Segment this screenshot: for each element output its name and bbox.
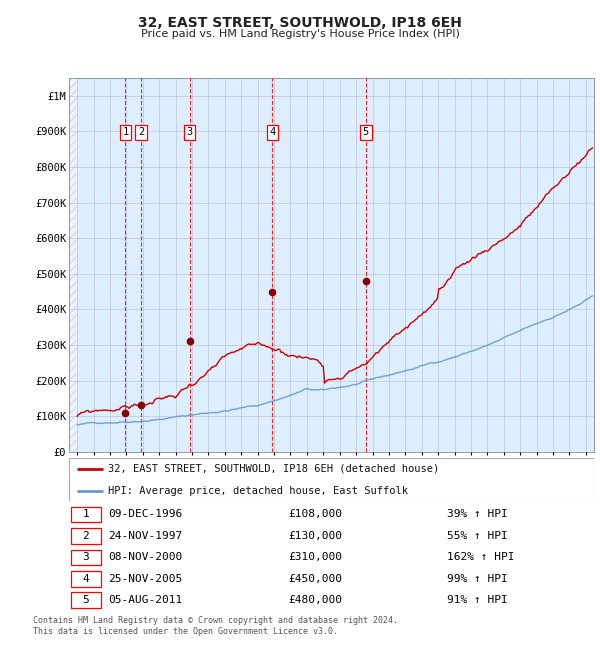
Text: 32, EAST STREET, SOUTHWOLD, IP18 6EH (detached house): 32, EAST STREET, SOUTHWOLD, IP18 6EH (de…	[109, 464, 440, 474]
Text: £108,000: £108,000	[289, 510, 343, 519]
Text: £450,000: £450,000	[289, 574, 343, 584]
FancyBboxPatch shape	[71, 506, 101, 523]
Text: 91% ↑ HPI: 91% ↑ HPI	[447, 595, 508, 605]
Text: 1: 1	[122, 127, 128, 137]
Text: Price paid vs. HM Land Registry's House Price Index (HPI): Price paid vs. HM Land Registry's House …	[140, 29, 460, 39]
Text: HPI: Average price, detached house, East Suffolk: HPI: Average price, detached house, East…	[109, 486, 409, 496]
Text: £480,000: £480,000	[289, 595, 343, 605]
Text: 32, EAST STREET, SOUTHWOLD, IP18 6EH: 32, EAST STREET, SOUTHWOLD, IP18 6EH	[138, 16, 462, 31]
Text: 05-AUG-2011: 05-AUG-2011	[109, 595, 182, 605]
Text: 24-NOV-1997: 24-NOV-1997	[109, 531, 182, 541]
FancyBboxPatch shape	[69, 458, 594, 501]
FancyBboxPatch shape	[71, 592, 101, 608]
Text: 4: 4	[269, 127, 275, 137]
FancyBboxPatch shape	[71, 528, 101, 544]
Text: 25-NOV-2005: 25-NOV-2005	[109, 574, 182, 584]
Text: 55% ↑ HPI: 55% ↑ HPI	[447, 531, 508, 541]
Text: 09-DEC-1996: 09-DEC-1996	[109, 510, 182, 519]
Text: £310,000: £310,000	[289, 552, 343, 562]
Text: 2: 2	[82, 531, 89, 541]
Text: 5: 5	[362, 127, 369, 137]
FancyBboxPatch shape	[71, 571, 101, 587]
Text: 99% ↑ HPI: 99% ↑ HPI	[447, 574, 508, 584]
Text: 2: 2	[138, 127, 145, 137]
Text: £130,000: £130,000	[289, 531, 343, 541]
Text: 3: 3	[82, 552, 89, 562]
Text: 3: 3	[187, 127, 193, 137]
Text: 4: 4	[82, 574, 89, 584]
Text: 162% ↑ HPI: 162% ↑ HPI	[447, 552, 515, 562]
Text: 5: 5	[82, 595, 89, 605]
Text: 39% ↑ HPI: 39% ↑ HPI	[447, 510, 508, 519]
Text: Contains HM Land Registry data © Crown copyright and database right 2024.
This d: Contains HM Land Registry data © Crown c…	[33, 616, 398, 636]
Text: 1: 1	[82, 510, 89, 519]
Text: 08-NOV-2000: 08-NOV-2000	[109, 552, 182, 562]
Bar	[69, 78, 77, 452]
FancyBboxPatch shape	[71, 549, 101, 566]
